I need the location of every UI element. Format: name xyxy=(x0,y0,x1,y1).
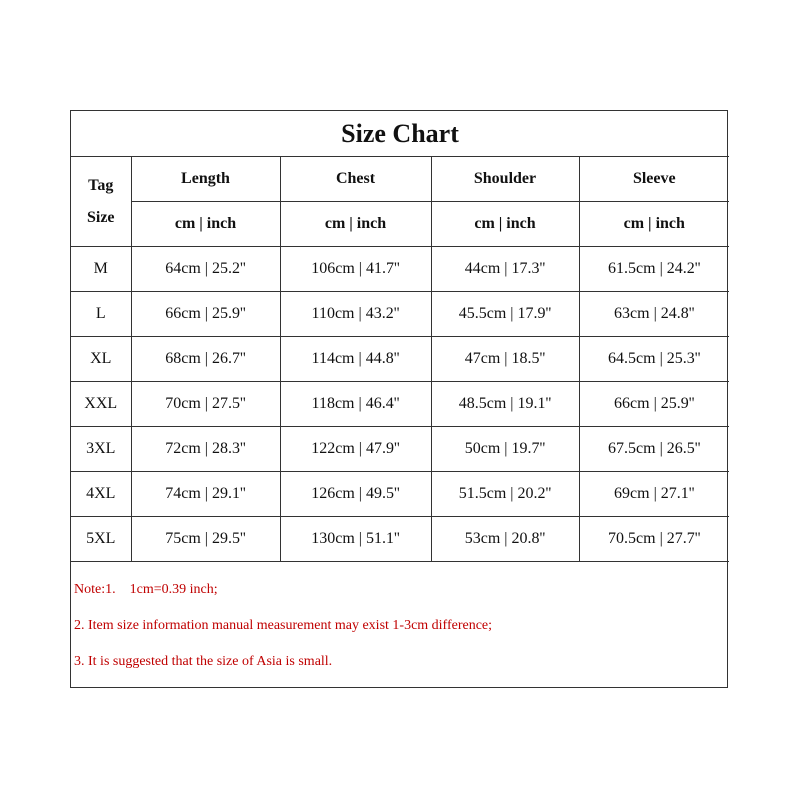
measurement-cell: 50cm | 19.7'' xyxy=(430,426,580,472)
measurement-cell: 106cm | 41.7'' xyxy=(279,246,432,292)
size-cell: 5XL xyxy=(71,516,132,562)
column-header-chest: Chest xyxy=(279,156,432,202)
measurement-cell: 122cm | 47.9'' xyxy=(279,426,432,472)
measurement-cell: 110cm | 43.2'' xyxy=(279,291,432,337)
measurement-cell: 75cm | 29.5'' xyxy=(130,516,281,562)
size-cell: 4XL xyxy=(71,471,132,517)
measurement-cell: 74cm | 29.1'' xyxy=(130,471,281,517)
measurement-cell: 44cm | 17.3'' xyxy=(430,246,580,292)
measurement-cell: 126cm | 49.5'' xyxy=(279,471,432,517)
column-header-sleeve: Sleeve xyxy=(578,156,730,202)
measurement-cell: 68cm | 26.7'' xyxy=(130,336,281,382)
notes: Note:1. 1cm=0.39 inch; 2. Item size info… xyxy=(71,572,727,680)
size-cell: M xyxy=(71,246,132,292)
measurement-cell: 61.5cm | 24.2'' xyxy=(578,246,730,292)
unit-label: cm | inch xyxy=(279,201,432,247)
table-row: M 64cm | 25.2'' 106cm | 41.7'' 44cm | 17.3'… xyxy=(71,246,730,292)
measurement-cell: 64cm | 25.2'' xyxy=(130,246,281,292)
table-row: 4XL 74cm | 29.1'' 126cm | 49.5'' 51.5cm | 2… xyxy=(71,471,730,517)
measurement-cell: 51.5cm | 20.2'' xyxy=(430,471,580,517)
note-2: 2. Item size information manual measurem… xyxy=(74,618,493,633)
measurement-cell: 45.5cm | 17.9'' xyxy=(430,291,580,337)
size-cell: XXL xyxy=(71,381,132,427)
measurement-cell: 114cm | 44.8'' xyxy=(279,336,432,382)
size-cell: XL xyxy=(71,336,132,382)
table-row: 3XL 72cm | 28.3'' 122cm | 47.9'' 50cm | 19.… xyxy=(71,426,730,472)
table-row: XXL 70cm | 27.5'' 118cm | 46.4'' 48.5cm | 1… xyxy=(71,381,730,427)
chart-title: Size Chart xyxy=(71,111,730,157)
unit-label: cm | inch xyxy=(131,201,281,247)
measurement-cell: 66cm | 25.9'' xyxy=(130,291,281,337)
measurement-cell: 70cm | 27.5'' xyxy=(130,381,281,427)
size-cell: 3XL xyxy=(71,426,132,472)
measurement-cell: 63cm | 24.8'' xyxy=(578,291,730,337)
size-table: Size Chart Tag Size Length Chest Shoulde… xyxy=(71,111,730,562)
table-row: 5XL 75cm | 29.5'' 130cm | 51.1'' 53cm | 20.… xyxy=(71,516,730,562)
tag-size-header: Tag Size xyxy=(71,156,132,247)
unit-label: cm | inch xyxy=(578,201,730,247)
column-header-length: Length xyxy=(130,156,281,202)
measurement-cell: 67.5cm | 26.5'' xyxy=(578,426,730,472)
column-header-shoulder: Shoulder xyxy=(430,156,580,202)
measurement-cell: 118cm | 46.4'' xyxy=(279,381,432,427)
note-1: Note:1. 1cm=0.39 inch; xyxy=(74,582,218,597)
unit-label: cm | inch xyxy=(430,201,580,247)
measurement-cell: 64.5cm | 25.3'' xyxy=(578,336,730,382)
tag-label: Tag xyxy=(88,176,114,194)
table-row: XL 68cm | 26.7'' 114cm | 44.8'' 47cm | 18.5… xyxy=(71,336,730,382)
measurement-cell: 66cm | 25.9'' xyxy=(578,381,730,427)
measurement-cell: 130cm | 51.1'' xyxy=(279,516,432,562)
measurement-cell: 72cm | 28.3'' xyxy=(130,426,281,472)
measurement-cell: 69cm | 27.1'' xyxy=(578,471,730,517)
measurement-cell: 53cm | 20.8'' xyxy=(430,516,580,562)
note-3: 3. It is suggested that the size of Asia… xyxy=(74,654,333,669)
size-chart: Size Chart Tag Size Length Chest Shoulde… xyxy=(70,110,730,688)
size-label: Size xyxy=(86,208,115,226)
size-cell: L xyxy=(71,291,132,337)
measurement-cell: 70.5cm | 27.7'' xyxy=(578,516,730,562)
table-row: L 66cm | 25.9'' 110cm | 43.2'' 45.5cm | 17.… xyxy=(71,291,730,337)
measurement-cell: 48.5cm | 19.1'' xyxy=(430,381,580,427)
measurement-cell: 47cm | 18.5'' xyxy=(430,336,580,382)
